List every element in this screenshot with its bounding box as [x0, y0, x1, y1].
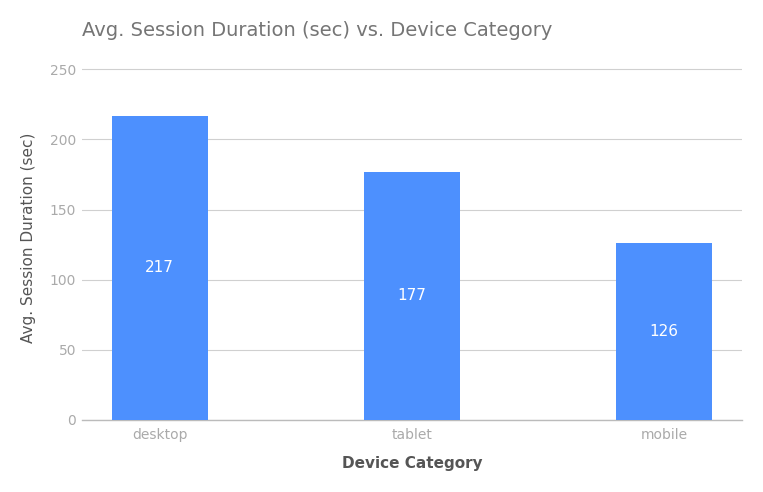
Text: 177: 177 — [398, 288, 427, 303]
Text: 126: 126 — [650, 324, 679, 339]
Bar — [617, 243, 712, 420]
Text: Avg. Session Duration (sec) vs. Device Category: Avg. Session Duration (sec) vs. Device C… — [82, 21, 552, 40]
Text: 217: 217 — [145, 260, 174, 275]
Y-axis label: Avg. Session Duration (sec): Avg. Session Duration (sec) — [21, 132, 36, 343]
Bar — [364, 172, 460, 420]
Bar — [111, 116, 208, 420]
X-axis label: Device Category: Device Category — [342, 456, 482, 471]
